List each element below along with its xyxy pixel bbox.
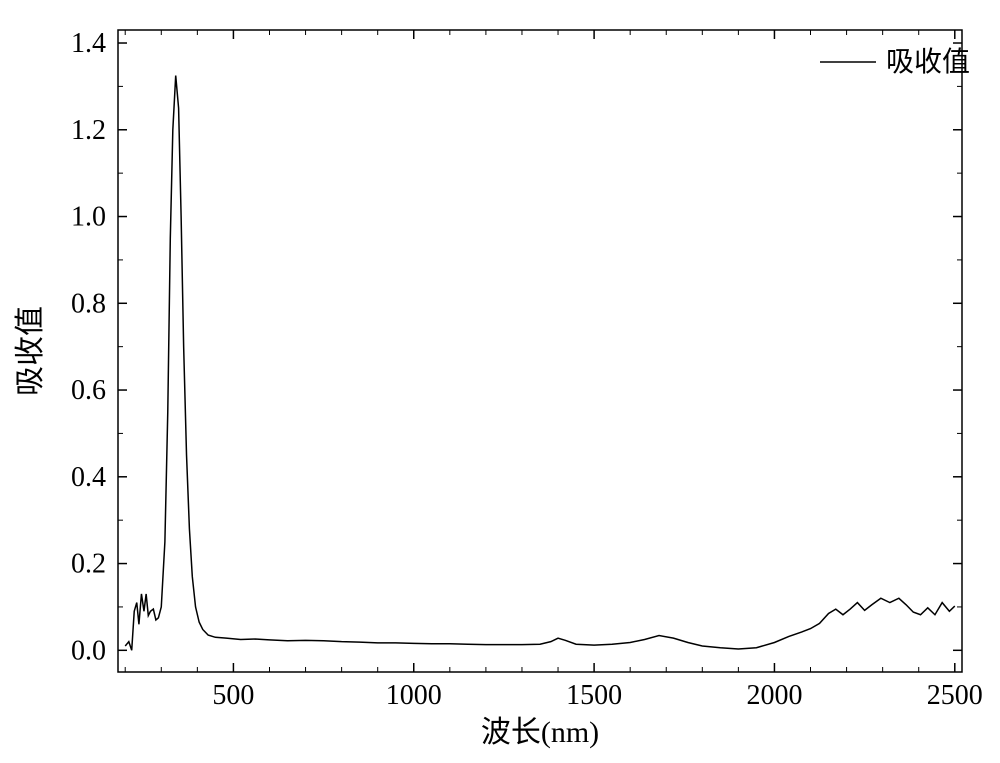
y-tick-label: 1.4 bbox=[71, 28, 106, 59]
legend-label: 吸收值 bbox=[886, 46, 970, 78]
absorption-spectrum-chart: 500 1000 1500 2000 2500 0.0 0.2 0.4 0.6 0.8 1.0 1.2… bbox=[0, 0, 1000, 763]
x-axis-title: 波长(nm) bbox=[481, 716, 599, 749]
x-tick-label: 500 bbox=[212, 680, 254, 711]
x-tick-label: 2000 bbox=[746, 680, 802, 711]
y-tick-label: 1.0 bbox=[71, 202, 106, 233]
y-tick-label: 0.0 bbox=[71, 635, 106, 666]
y-tick-label: 0.4 bbox=[71, 462, 106, 493]
absorption-line bbox=[125, 76, 955, 651]
y-tick-label: 0.8 bbox=[71, 288, 106, 319]
y-tick-label: 0.2 bbox=[71, 549, 106, 580]
plot-border bbox=[118, 30, 962, 672]
x-tick-label: 2500 bbox=[927, 680, 983, 711]
x-tick-label: 1000 bbox=[386, 680, 442, 711]
chart-svg: 500 1000 1500 2000 2500 0.0 0.2 0.4 0.6 0.8 1.0 1.2… bbox=[0, 0, 1000, 763]
y-tick-label: 0.6 bbox=[71, 375, 106, 406]
x-tick-label: 1500 bbox=[566, 680, 622, 711]
y-axis-title: 吸收值 bbox=[14, 306, 47, 396]
y-tick-label: 1.2 bbox=[71, 115, 106, 146]
